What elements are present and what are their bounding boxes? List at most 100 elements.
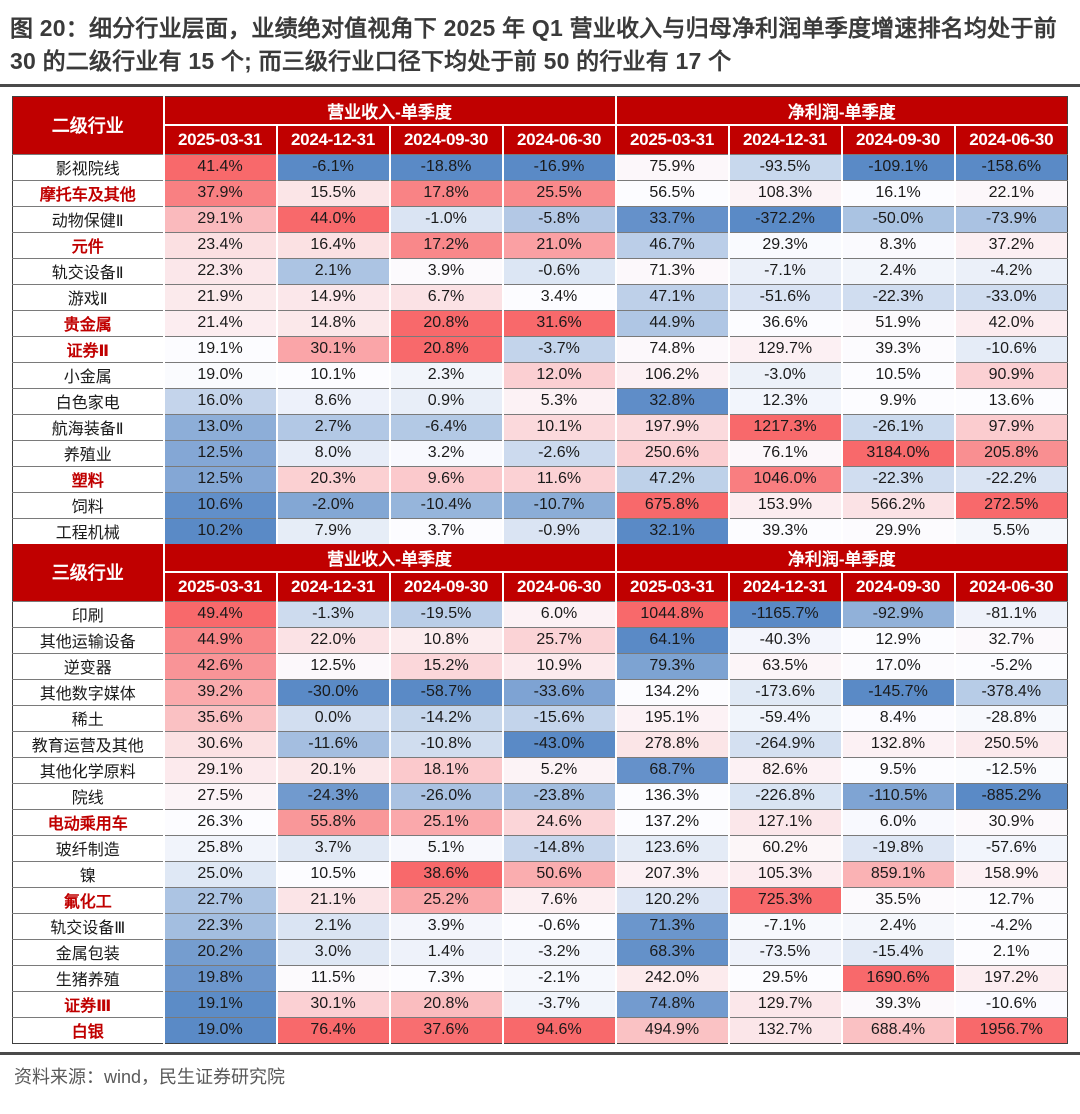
group-header-revenue: 营业收入-单季度 [162, 543, 616, 572]
value-cell: 35.5% [840, 886, 955, 914]
value-cell: 15.5% [275, 179, 390, 207]
value-cell: 20.8% [388, 990, 503, 1018]
value-cell: 7.3% [388, 964, 503, 992]
value-cell: 37.2% [953, 231, 1068, 259]
value-cell: 30.6% [162, 730, 277, 758]
value-cell: 3.2% [388, 439, 503, 467]
value-cell: -16.9% [501, 153, 616, 181]
table-row: 证券Ⅱ 19.1% 30.1% 20.8% -3.7% 74.8% 129.7% 39.3% -… [12, 335, 1068, 363]
value-cell: 494.9% [614, 1016, 729, 1044]
value-cell: 20.1% [275, 756, 390, 784]
value-cell: -24.3% [275, 782, 390, 810]
value-cell: 10.2% [162, 517, 277, 544]
value-cell: 25.1% [388, 808, 503, 836]
value-cell: 12.9% [840, 626, 955, 654]
table-row: 院线 27.5% -24.3% -26.0% -23.8% 136.3% -226.8% -1… [12, 782, 1068, 810]
table-row: 小金属 19.0% 10.1% 2.3% 12.0% 106.2% -3.0% 10.5% 90… [12, 361, 1068, 389]
value-cell: 25.5% [501, 179, 616, 207]
value-cell: 29.3% [727, 231, 842, 259]
value-cell: -885.2% [953, 782, 1068, 810]
date-header: 2024-12-31 [727, 123, 842, 155]
table-row: 其他化学原料 29.1% 20.1% 18.1% 5.2% 68.7% 82.6% 9.5% -… [12, 756, 1068, 784]
table-row: 教育运营及其他 30.6% -11.6% -10.8% -43.0% 278.8% -264… [12, 730, 1068, 758]
value-cell: 32.8% [614, 387, 729, 415]
value-cell: 19.8% [162, 964, 277, 992]
value-cell: 242.0% [614, 964, 729, 992]
industry-label: 证券Ⅲ [12, 990, 164, 1018]
value-cell: 27.5% [162, 782, 277, 810]
value-cell: 5.1% [388, 834, 503, 862]
value-cell: 50.6% [501, 860, 616, 888]
value-cell: 29.1% [162, 756, 277, 784]
section-label-header: 二级行业 [12, 96, 165, 155]
table-row: 金属包装 20.2% 3.0% 1.4% -3.2% 68.3% -73.5% -15.4% 2… [12, 938, 1068, 966]
value-cell: 1044.8% [614, 600, 729, 628]
table-row: 塑料 12.5% 20.3% 9.6% 11.6% 47.2% 1046.0% -22.3% -… [12, 465, 1068, 493]
value-cell: 63.5% [727, 652, 842, 680]
value-cell: 132.8% [840, 730, 955, 758]
value-cell: 2.7% [275, 413, 390, 441]
value-cell: 31.6% [501, 309, 616, 337]
value-cell: -26.0% [388, 782, 503, 810]
value-cell: 25.8% [162, 834, 277, 862]
industry-label: 逆变器 [12, 652, 164, 680]
value-cell: -22.3% [840, 283, 955, 311]
value-cell: -51.6% [727, 283, 842, 311]
value-cell: -23.8% [501, 782, 616, 810]
value-cell: 35.6% [162, 704, 277, 732]
industry-label: 教育运营及其他 [12, 730, 164, 758]
value-cell: 197.2% [953, 964, 1068, 992]
value-cell: -14.8% [501, 834, 616, 862]
value-cell: -43.0% [501, 730, 616, 758]
value-cell: 2.1% [275, 257, 390, 285]
value-cell: 5.2% [501, 756, 616, 784]
table-row: 证券Ⅲ 19.1% 30.1% 20.8% -3.7% 74.8% 129.7% 39.3% -… [12, 990, 1068, 1018]
value-cell: 25.2% [388, 886, 503, 914]
value-cell: 859.1% [840, 860, 955, 888]
value-cell: 20.8% [388, 309, 503, 337]
value-cell: -2.1% [501, 964, 616, 992]
value-cell: 42.6% [162, 652, 277, 680]
value-cell: 127.1% [727, 808, 842, 836]
value-cell: 51.9% [840, 309, 955, 337]
date-header: 2025-03-31 [162, 123, 277, 155]
value-cell: 39.3% [840, 335, 955, 363]
value-cell: -145.7% [840, 678, 955, 706]
table-row: 动物保健Ⅱ 29.1% 44.0% -1.0% -5.8% 33.7% -372.2% -50… [12, 205, 1068, 233]
industry-label: 电动乘用车 [12, 808, 164, 836]
value-cell: 20.8% [388, 335, 503, 363]
value-cell: 3.7% [275, 834, 390, 862]
value-cell: -93.5% [727, 153, 842, 181]
value-cell: -10.7% [501, 491, 616, 519]
value-cell: 22.0% [275, 626, 390, 654]
value-cell: -109.1% [840, 153, 955, 181]
value-cell: 3.4% [501, 283, 616, 311]
value-cell: 129.7% [727, 990, 842, 1018]
industry-label: 工程机械 [12, 517, 164, 544]
industry-label: 镍 [12, 860, 164, 888]
value-cell: 25.7% [501, 626, 616, 654]
value-cell: 278.8% [614, 730, 729, 758]
value-cell: 725.3% [727, 886, 842, 914]
value-cell: 97.9% [953, 413, 1068, 441]
value-cell: 9.6% [388, 465, 503, 493]
value-cell: -3.0% [727, 361, 842, 389]
value-cell: 21.1% [275, 886, 390, 914]
industry-label: 游戏Ⅱ [12, 283, 164, 311]
value-cell: 1.4% [388, 938, 503, 966]
value-cell: 1217.3% [727, 413, 842, 441]
industry-label: 玻纤制造 [12, 834, 164, 862]
table-row: 镍 25.0% 10.5% 38.6% 50.6% 207.3% 105.3% 859.1% 1… [12, 860, 1068, 888]
value-cell: -4.2% [953, 257, 1068, 285]
table-row: 其他运输设备 44.9% 22.0% 10.8% 25.7% 64.1% -40.3% 12.… [12, 626, 1068, 654]
value-cell: 29.1% [162, 205, 277, 233]
value-cell: 29.9% [840, 517, 955, 544]
value-cell: 6.7% [388, 283, 503, 311]
value-cell: -1.3% [275, 600, 390, 628]
value-cell: 20.2% [162, 938, 277, 966]
value-cell: 120.2% [614, 886, 729, 914]
value-cell: 3.7% [388, 517, 503, 544]
value-cell: 3184.0% [840, 439, 955, 467]
value-cell: 2.4% [840, 257, 955, 285]
industry-label: 其他化学原料 [12, 756, 164, 784]
